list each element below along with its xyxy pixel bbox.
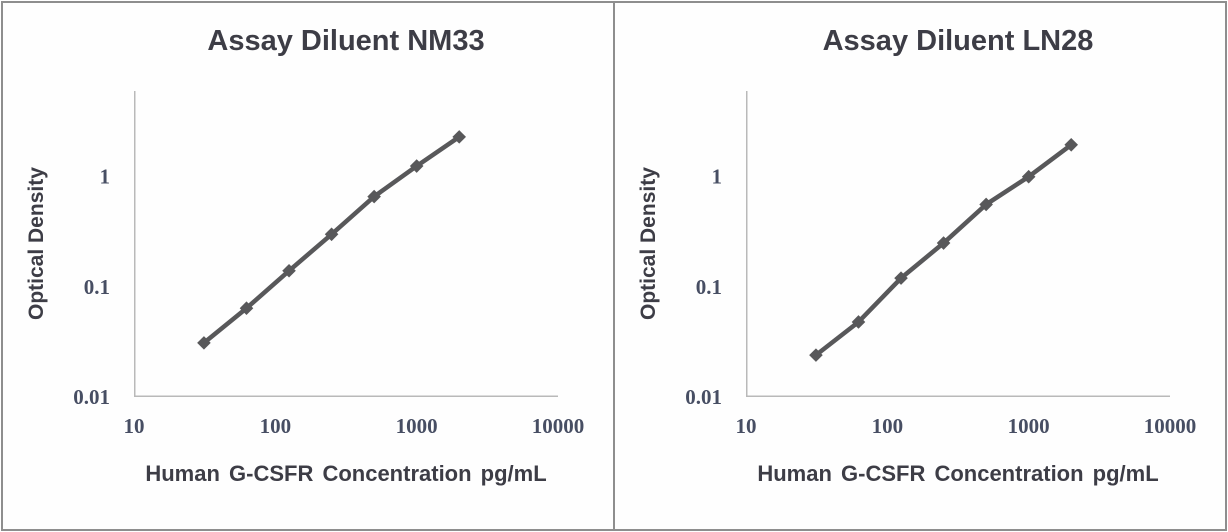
y-tick-label: 1 (100, 165, 111, 189)
y-tick-label: 0.01 (73, 385, 110, 409)
plot-canvas: 10 100 1000 10000 1 0.1 0.01 (73, 91, 584, 438)
x-tick-label: 100 (260, 414, 292, 438)
chart-title: Assay Diluent NM33 (207, 25, 485, 57)
x-tick-label: 10 (124, 414, 145, 438)
data-point-marker (1064, 137, 1079, 152)
panel-divider (613, 3, 615, 529)
data-point-marker (452, 130, 467, 144)
x-tick-label: 10000 (532, 414, 585, 438)
y-axis-title: Optical Density (637, 167, 660, 321)
x-tick-label: 1000 (1008, 414, 1050, 438)
y-tick-label: 0.01 (685, 385, 722, 409)
data-point-marker (1021, 169, 1036, 184)
y-axis-title: Optical Density (25, 167, 48, 321)
x-tick-label: 10 (736, 414, 757, 438)
plot-area: 10 100 1000 10000 1 0.1 0.01 (685, 91, 1196, 438)
chart-panel-ln28: Assay Diluent LN28 Optical Density 10 100… (615, 3, 1225, 527)
chart-title: Assay Diluent LN28 (822, 25, 1094, 57)
chart-panel-nm33: Assay Diluent NM33 Optical Density 10 100… (3, 3, 613, 527)
axis-lines (134, 91, 558, 397)
x-tick-label: 10000 (1144, 414, 1197, 438)
data-point-marker (239, 301, 254, 316)
x-tick-label: 1000 (396, 414, 438, 438)
data-point-marker (282, 263, 296, 278)
axis-lines (746, 91, 1170, 397)
data-point-marker (324, 227, 339, 242)
y-tick-label: 0.1 (696, 275, 722, 299)
x-axis-title: Human G-CSFR Concentration pg/mL (145, 461, 547, 486)
y-tick-label: 0.1 (84, 275, 110, 299)
x-tick-label: 100 (872, 414, 904, 438)
data-point-marker (809, 348, 823, 362)
y-tick-label: 1 (712, 165, 723, 189)
plot-area: 10 100 1000 10000 1 0.1 0.01 (73, 91, 584, 438)
plot-canvas: 10 100 1000 10000 1 0.1 0.01 (685, 91, 1196, 438)
data-point-marker (894, 271, 908, 285)
data-point-marker (936, 236, 951, 250)
x-axis-title: Human G-CSFR Concentration pg/mL (757, 461, 1159, 486)
